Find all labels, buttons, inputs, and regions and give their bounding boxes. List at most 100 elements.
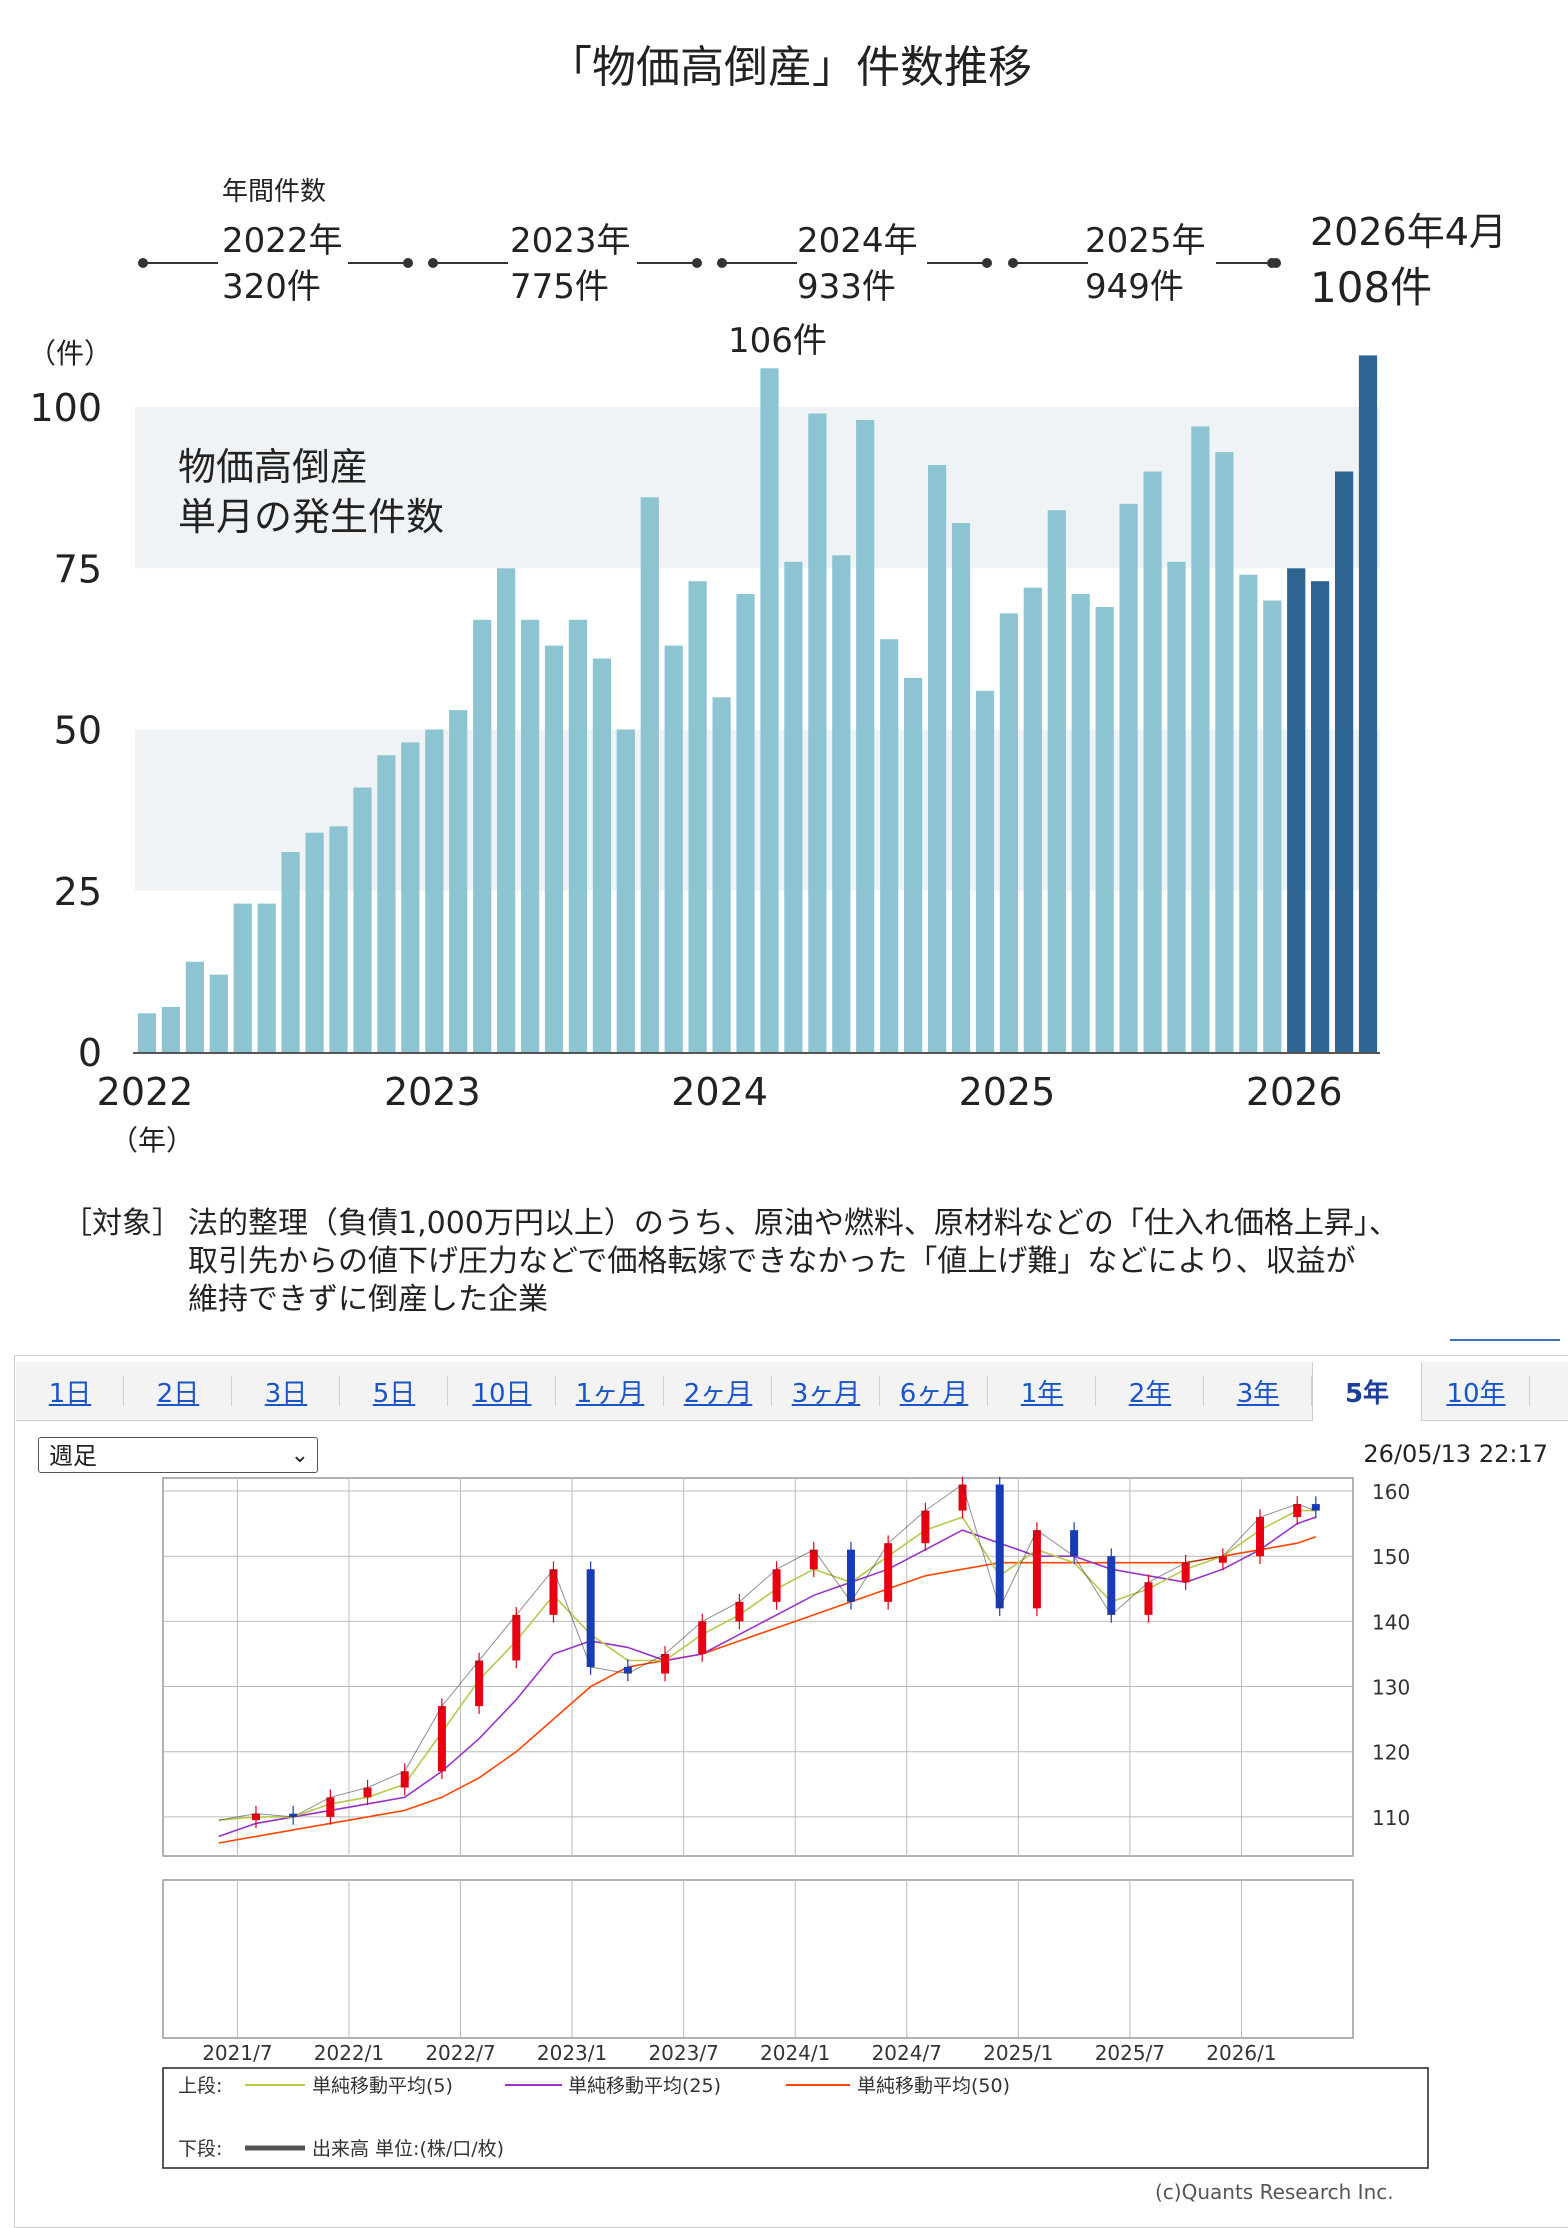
timeline-dot (1267, 258, 1277, 268)
price-lines (218, 1476, 1320, 1844)
tab-3[interactable]: 5日 (340, 1362, 448, 1420)
y-tick-label: 150 (1372, 1545, 1410, 1569)
annual-year: 2026年4月 (1310, 210, 1507, 254)
bar (1215, 452, 1234, 1053)
candle-body (1293, 1504, 1302, 1518)
period-select[interactable]: 週足 ⌄ (38, 1437, 318, 1473)
note-line-3: 維持できずに倒産した企業 (188, 1282, 548, 1317)
bar (832, 555, 851, 1052)
tab-1[interactable]: 2日 (124, 1362, 232, 1420)
bar (1143, 471, 1162, 1052)
bar (664, 645, 683, 1052)
x-tick-label: 2022/7 (425, 2041, 495, 2065)
bar (1287, 568, 1306, 1053)
price-ticks: 110 120 130 140 150 160 2021/7 2022/1 2022/7 2023… (202, 1480, 1410, 2065)
x-tick-label: 2023/1 (537, 2041, 607, 2065)
x-tick-label: 2025/7 (1095, 2041, 1165, 2065)
tab-5[interactable]: 1ヶ月 (556, 1362, 664, 1420)
bar (736, 594, 755, 1052)
candle-body (809, 1549, 818, 1570)
candle-body (995, 1484, 1004, 1609)
tab-0[interactable]: 1日 (16, 1362, 124, 1420)
bar (1191, 426, 1210, 1052)
x-tick-label: 2026/1 (1206, 2041, 1276, 2065)
bar (688, 581, 707, 1052)
tab-12[interactable]: 5年 (1312, 1362, 1422, 1421)
bar (473, 619, 492, 1052)
bar (425, 729, 444, 1052)
y-tick-label: 25 (54, 870, 102, 914)
tab-8[interactable]: 6ヶ月 (880, 1362, 988, 1420)
candle-body (1256, 1517, 1265, 1557)
x-tick-label: 2022 (97, 1070, 194, 1114)
y-tick-label: 50 (54, 709, 102, 753)
bars (133, 355, 1380, 1054)
annual-year: 2022年 (222, 221, 343, 261)
bar (233, 903, 252, 1052)
bar (353, 787, 372, 1052)
legend-ma50: 単純移動平均(50) (857, 2075, 1010, 2097)
x-tick-label: 2021/7 (202, 2041, 272, 2065)
y-tick-label: 100 (29, 386, 102, 430)
bar (1239, 574, 1258, 1052)
bar (1335, 471, 1354, 1052)
candle-body (363, 1787, 372, 1798)
price-line (218, 1483, 1316, 1821)
x-tick-label: 2024 (671, 1070, 768, 1114)
candle-body (1311, 1504, 1320, 1511)
tab-7[interactable]: 3ヶ月 (772, 1362, 880, 1420)
tab-11[interactable]: 3年 (1204, 1362, 1312, 1420)
bar (856, 419, 875, 1052)
bar (185, 961, 204, 1052)
inner-label-line2: 単月の発生件数 (178, 495, 444, 539)
bar (281, 852, 300, 1052)
period-tabs: 1日 2日 3日 5日 10日 1ヶ月 2ヶ月 3ヶ月 6ヶ月 1年 2年 3年 5年 10年 (16, 1362, 1568, 1421)
candle-body (661, 1653, 670, 1674)
x-tick-label: 2024/1 (760, 2041, 830, 2065)
candle-body (1070, 1530, 1079, 1557)
y-tick-label: 160 (1372, 1480, 1410, 1504)
bar (1095, 607, 1114, 1052)
tab-10[interactable]: 2年 (1096, 1362, 1204, 1420)
tab-6[interactable]: 2ヶ月 (664, 1362, 772, 1420)
candle-body (251, 1813, 260, 1821)
annual-year: 2023年 (510, 221, 631, 261)
tab-2[interactable]: 3日 (232, 1362, 340, 1420)
candle-body (772, 1569, 781, 1602)
bar (712, 697, 731, 1053)
bar (1167, 561, 1186, 1052)
bar (784, 561, 803, 1052)
bar (497, 568, 516, 1053)
bar (760, 368, 779, 1052)
bar-chart: 「物価高倒産」件数推移 年間件数 2022年 320件 2023年 775件 2024年… (28, 42, 1507, 1157)
tab-13[interactable]: 10年 (1422, 1362, 1530, 1420)
legend-upper-label: 上段: (178, 2075, 222, 2097)
bar (1263, 600, 1282, 1052)
y-tick-label: 110 (1372, 1806, 1410, 1830)
annual-header: 年間件数 (222, 177, 326, 207)
band-75-100 (135, 407, 1380, 569)
annual-count: 933件 (797, 267, 896, 307)
y-tick-label: 75 (54, 547, 102, 591)
tab-4[interactable]: 10日 (448, 1362, 556, 1420)
candle-body (846, 1549, 855, 1602)
candle-body (1218, 1556, 1227, 1563)
bar (999, 613, 1018, 1052)
target-note: ［対象］ 法的整理（負債1,000万円以上）のうち、原油や燃料、原材料などの「仕入… (62, 1205, 1482, 1319)
tab-9[interactable]: 1年 (988, 1362, 1096, 1420)
y-tick-label: 130 (1372, 1676, 1410, 1700)
legend-volume: 出来高 単位:(株/口/枚) (312, 2138, 504, 2160)
x-tick-label: 2026 (1246, 1070, 1343, 1114)
note-tag: ［対象］ (62, 1206, 182, 1241)
divider-rule (1450, 1339, 1560, 1341)
candle-body (549, 1569, 558, 1615)
bar (377, 755, 396, 1052)
candle-body (512, 1614, 521, 1661)
annual-count: 108件 (1310, 263, 1432, 312)
bar (329, 826, 348, 1053)
timeline-dot (692, 258, 702, 268)
candle-body (475, 1660, 484, 1707)
bar (640, 497, 659, 1052)
candle-body (958, 1484, 967, 1511)
